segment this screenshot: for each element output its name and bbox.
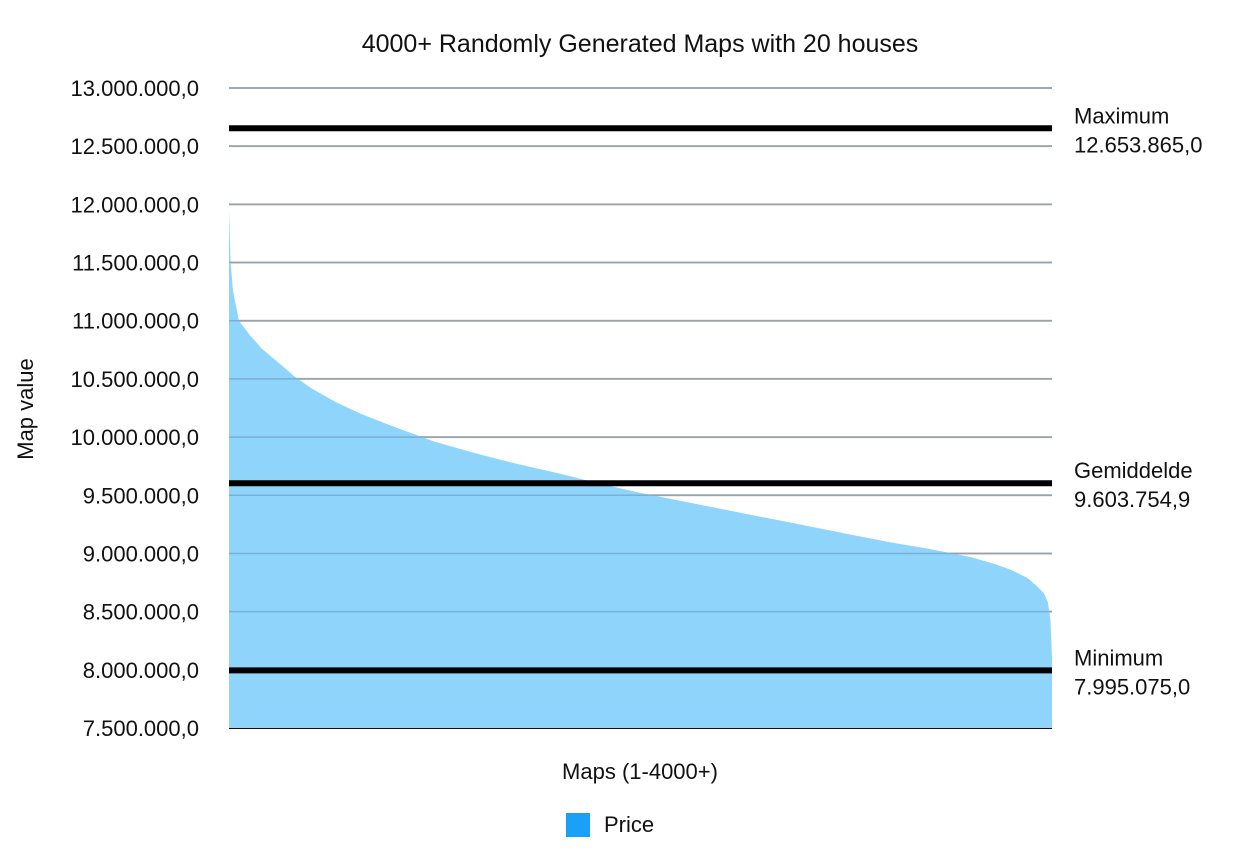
- y-tick-label: 13.000.000,0: [71, 76, 199, 101]
- y-tick-label: 9.000.000,0: [83, 541, 199, 566]
- y-tick-label: 12.000.000,0: [71, 192, 199, 217]
- y-tick-label: 10.500.000,0: [71, 367, 199, 392]
- legend-swatch: [566, 813, 590, 837]
- annotation-label: Minimum: [1074, 645, 1163, 670]
- annotation-value: 12.653.865,0: [1074, 132, 1202, 157]
- legend-label: Price: [604, 812, 655, 837]
- y-tick-label: 8.500.000,0: [83, 600, 199, 625]
- y-axis-ticks: 13.000.000,0 12.500.000,0 12.000.000,0 11.5…: [71, 76, 199, 741]
- annotation-value: 7.995.075,0: [1074, 674, 1190, 699]
- chart-title: 4000+ Randomly Generated Maps with 20 ho…: [362, 30, 919, 58]
- y-tick-label: 8.000.000,0: [83, 658, 199, 683]
- legend: Price: [566, 812, 654, 838]
- y-tick-label: 7.500.000,0: [83, 716, 199, 741]
- y-axis-label: Map value: [13, 358, 38, 460]
- annotations: Maximum 12.653.865,0 Gemiddelde 9.603.754,9…: [1074, 103, 1202, 699]
- y-tick-label: 11.000.000,0: [72, 309, 199, 334]
- y-tick-label: 9.500.000,0: [83, 483, 199, 508]
- series-area-price: [229, 210, 1052, 728]
- plot-area: [229, 87, 1052, 728]
- y-tick-label: 11.500.000,0: [72, 251, 199, 276]
- annotation-label: Gemiddelde: [1074, 458, 1193, 483]
- y-tick-label: 10.000.000,0: [71, 425, 199, 450]
- annotation-label: Maximum: [1074, 103, 1169, 128]
- x-axis-label: Maps (1-4000+): [562, 759, 718, 784]
- reference-lines: [229, 125, 1052, 674]
- y-tick-label: 12.500.000,0: [71, 134, 199, 159]
- annotation-value: 9.603.754,9: [1074, 487, 1190, 512]
